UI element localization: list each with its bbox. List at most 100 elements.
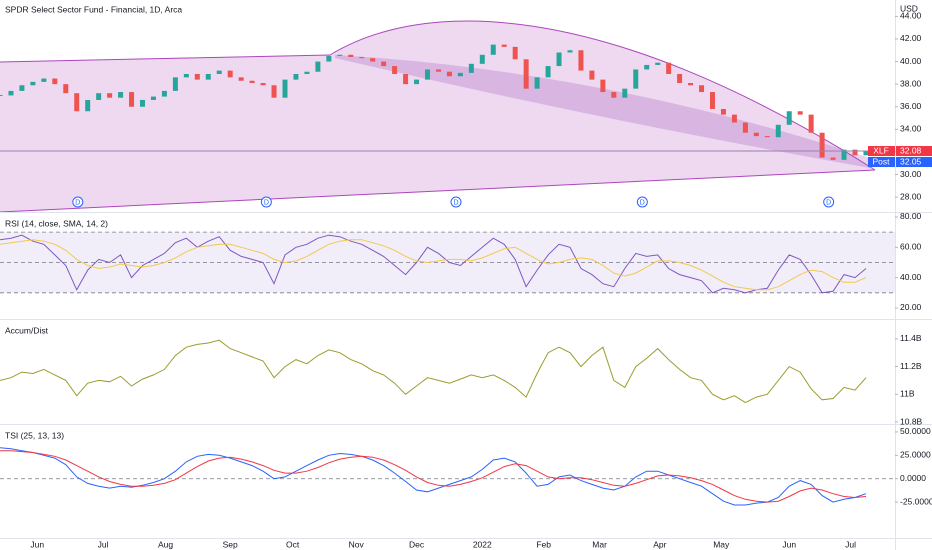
candle [775,124,781,138]
candle [764,136,770,138]
pane-title: TSI (25, 13, 13) [5,430,64,440]
price-tag [868,146,895,157]
pane: Accum/Dist 10.8B 11B 11.2B 11.4B [0,325,923,426]
dividend-label: D [640,199,645,206]
y-tick-label: 40.00 [900,56,922,66]
y-tick-label: 10.8B [900,416,923,426]
dividend-marker [636,196,648,208]
price-tag [868,157,895,168]
x-tick-label: Sep [223,539,238,549]
y-tick-label: 11.2B [900,361,922,371]
candle [720,108,726,115]
x-tick-label: Aug [158,539,173,549]
dividend-label: D [75,199,80,206]
candle [118,92,124,98]
candle [731,114,737,123]
dividend-label: D [264,199,269,206]
price-tag-name: XLF [873,145,889,155]
y-tick-label: 0.0000 [900,473,926,483]
price-tag-box [896,146,932,157]
candle [392,66,398,74]
candle [468,63,474,73]
candle [129,92,135,107]
candle [41,78,47,82]
candle [819,132,825,158]
candle [74,93,80,112]
y-tick-label: 44.00 [900,11,922,21]
candle [359,57,365,59]
pane-title: SPDR Select Sector Fund - Financial, 1D,… [5,4,182,14]
y-tick-label: 42.00 [900,33,922,43]
y-tick-label: 34.00 [900,124,922,134]
price-tag-box [896,157,932,168]
x-tick-label: Apr [653,539,666,549]
dividend-marker [72,196,84,208]
candle [205,73,211,80]
dividend-marker [450,196,462,208]
indicator-line [0,239,867,291]
candle [677,73,683,84]
candle [260,83,266,86]
y-tick-label: 38.00 [900,78,922,88]
candle [501,44,507,47]
candle [808,114,814,133]
candle [150,96,156,100]
candle [556,52,562,67]
candle [512,46,518,60]
candle [490,44,496,55]
candle [699,85,705,93]
candle [424,69,430,80]
candle [315,61,321,72]
candle [600,79,606,93]
candle [578,50,584,71]
candle [534,77,540,89]
dividend-marker [823,196,835,208]
fan-zone [335,55,870,168]
y-tick-label: 28.00 [900,191,922,201]
candle [709,92,715,109]
y-tick-label: -25.0000 [900,496,932,506]
candle [446,71,452,77]
y-tick-label: 11B [900,389,915,399]
y-tick-label: 11.4B [900,333,922,343]
candle [589,70,595,80]
candle [666,62,672,74]
candle [249,80,255,84]
candle [52,78,58,85]
candle [786,111,792,125]
candle [238,77,244,81]
price-tag-name: Post [872,156,890,166]
candle [403,73,409,85]
x-tick-label: Jul [98,539,109,549]
y-tick-label: 40.00 [900,272,922,282]
candle [107,93,113,98]
currency-label: USD [900,3,918,13]
pane-title: RSI (14, close, SMA, 14, 2) [5,218,108,228]
candle [326,55,332,62]
candle [0,94,3,96]
candle [797,111,803,115]
arc-line [329,20,876,171]
candle [611,92,617,98]
candle [293,73,299,80]
indicator-line [0,339,867,404]
x-tick-label: Jul [845,539,856,549]
indicator-line [0,450,867,503]
candle [523,59,529,89]
candle [644,64,650,70]
candle [183,73,189,78]
candle [567,50,573,53]
arc-zone [0,21,875,212]
dividend-label: D [453,199,458,206]
candle [337,54,343,56]
fan-line [0,169,876,212]
candle [633,69,639,89]
y-tick-label: 30.00 [900,169,922,179]
dividend-label: D [826,199,831,206]
candle [216,70,222,74]
y-tick-label: 36.00 [900,101,922,111]
candle [479,54,485,64]
candle [63,84,69,94]
x-tick-label: Jun [30,539,44,549]
